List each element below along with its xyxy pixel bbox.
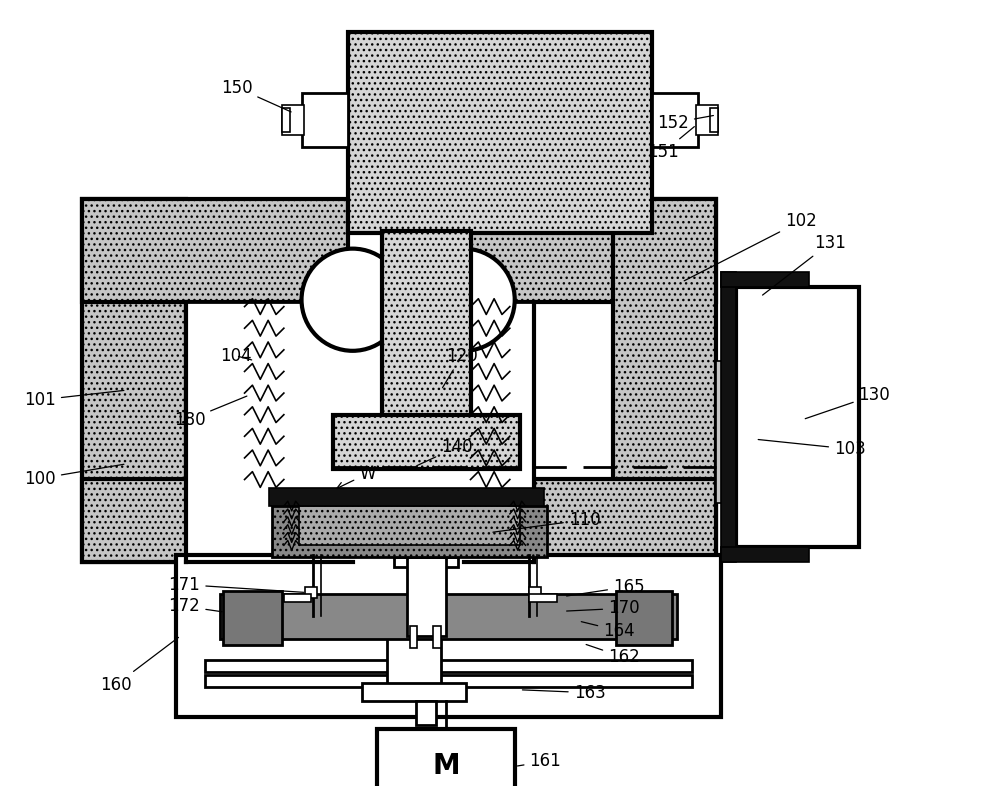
Bar	[461, 198, 716, 301]
Bar	[302, 94, 348, 147]
Bar	[284, 595, 311, 603]
Text: 170: 170	[567, 600, 640, 617]
Bar	[186, 301, 534, 562]
Bar	[205, 675, 692, 687]
Bar	[220, 595, 677, 638]
Text: 163: 163	[522, 684, 605, 702]
Text: 165: 165	[567, 577, 645, 596]
Bar	[82, 198, 186, 562]
Text: 100: 100	[24, 464, 124, 488]
Circle shape	[413, 249, 515, 351]
Text: 164: 164	[581, 622, 635, 640]
Text: 150: 150	[221, 79, 291, 112]
Text: 104: 104	[220, 347, 252, 365]
Bar	[529, 595, 557, 603]
Bar	[82, 478, 264, 562]
Bar	[736, 287, 859, 547]
Bar	[716, 361, 726, 503]
Bar	[721, 272, 736, 562]
Bar	[299, 506, 520, 546]
Text: 130: 130	[805, 386, 890, 419]
Text: 131: 131	[763, 234, 846, 295]
Bar	[176, 555, 721, 718]
Bar	[82, 198, 348, 301]
Bar	[305, 587, 317, 599]
Bar	[282, 108, 290, 132]
Text: M: M	[432, 753, 460, 780]
Bar	[721, 272, 809, 287]
Bar	[387, 636, 441, 685]
Bar	[333, 415, 520, 469]
Bar	[362, 683, 466, 700]
Text: 171: 171	[169, 576, 304, 594]
Text: 102: 102	[684, 212, 817, 281]
Bar	[616, 591, 672, 645]
Bar	[348, 32, 652, 233]
Bar	[205, 661, 692, 672]
Text: 161: 161	[517, 753, 561, 771]
Bar	[272, 506, 547, 557]
Bar	[529, 587, 541, 599]
Text: 180: 180	[174, 396, 247, 428]
Text: 140: 140	[417, 438, 473, 465]
Bar	[410, 626, 417, 648]
Bar	[394, 557, 458, 567]
Bar	[534, 478, 716, 562]
Bar	[382, 231, 471, 447]
Bar	[377, 729, 515, 793]
Bar	[696, 105, 718, 135]
Text: 110: 110	[493, 511, 601, 532]
Bar	[416, 700, 436, 725]
Text: 160: 160	[100, 638, 178, 694]
Bar	[223, 591, 282, 645]
Text: 152: 152	[657, 114, 713, 132]
Bar	[269, 488, 544, 506]
Bar	[721, 547, 809, 562]
Text: 101: 101	[24, 390, 124, 409]
Text: W: W	[337, 465, 376, 488]
Text: 162: 162	[586, 645, 640, 666]
Bar	[282, 105, 304, 135]
Bar	[433, 626, 441, 648]
Bar	[652, 94, 698, 147]
Bar	[710, 108, 718, 132]
Text: 172: 172	[169, 597, 222, 615]
Circle shape	[302, 249, 404, 351]
Bar	[407, 557, 446, 636]
Text: 151: 151	[647, 127, 694, 161]
Bar	[613, 198, 716, 562]
Text: 120: 120	[442, 347, 478, 388]
Text: 103: 103	[758, 439, 866, 458]
